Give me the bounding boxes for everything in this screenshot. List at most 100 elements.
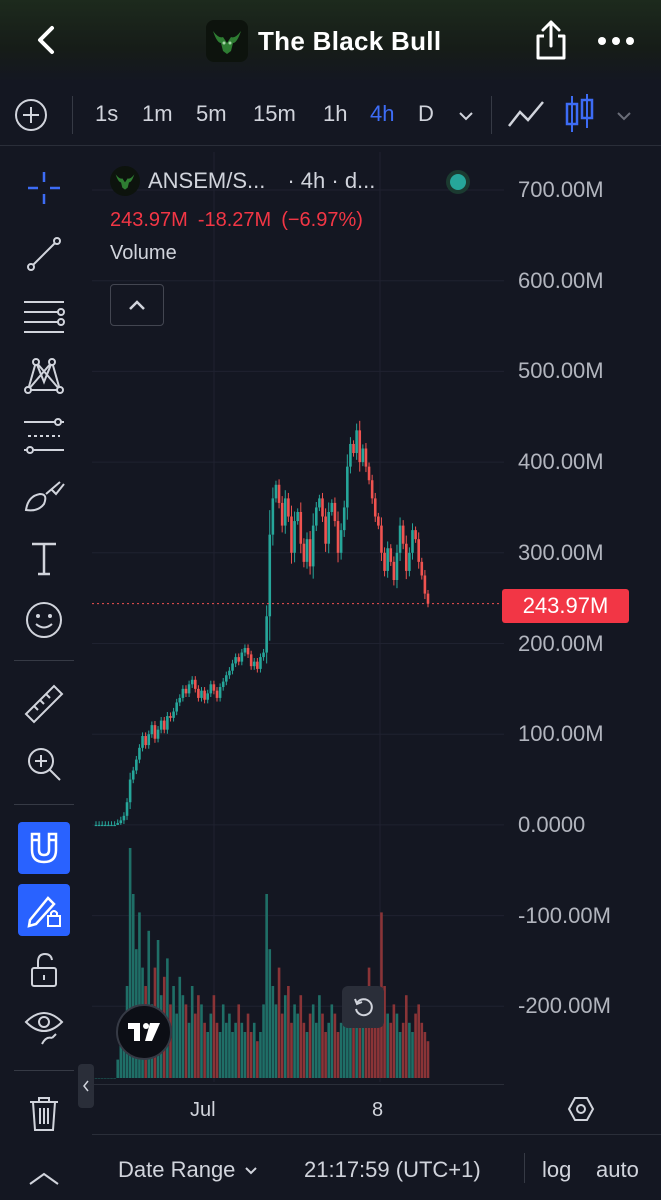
volume-bar (249, 1032, 253, 1078)
candle-body (203, 690, 206, 700)
timeframe-1h[interactable]: 1h (323, 101, 348, 126)
share-button[interactable] (530, 18, 572, 62)
candle-body (256, 661, 259, 669)
candle-body (308, 539, 312, 567)
more-button[interactable] (596, 26, 636, 56)
text-tool[interactable] (18, 532, 70, 584)
volume-bar (305, 1032, 309, 1078)
volume-bar (373, 1004, 377, 1078)
price-label: 700.00M (518, 177, 604, 202)
volume-bar (414, 1013, 417, 1078)
chart-settings-button[interactable] (566, 1094, 596, 1124)
drawing-toolbar (0, 148, 88, 1200)
volume-bar (131, 894, 135, 1078)
candle-body (404, 543, 408, 571)
auto-scale-toggle[interactable]: auto (596, 1157, 639, 1182)
candle-body (364, 448, 368, 467)
back-button[interactable] (26, 20, 66, 60)
candles-style-icon[interactable] (562, 92, 596, 136)
add-indicator-button[interactable] (14, 98, 48, 132)
crosshair-tool[interactable] (18, 162, 70, 214)
candle-body (197, 688, 200, 698)
chevron-down-icon (459, 112, 473, 121)
volume-bar (200, 1004, 203, 1078)
reset-chart-button[interactable] (342, 986, 384, 1028)
log-scale-toggle[interactable]: log (542, 1157, 572, 1182)
candle-body (358, 430, 362, 463)
ruler-icon (24, 684, 64, 724)
collapse-legend-button[interactable] (110, 284, 164, 326)
candle-body (426, 593, 430, 604)
volume-indicator-label[interactable]: Volume (110, 242, 177, 264)
trend-line-tool[interactable] (18, 228, 70, 280)
volume-bar (169, 1004, 172, 1078)
magnet-icon (30, 832, 58, 864)
candle-body (352, 443, 355, 454)
candle-body (355, 430, 358, 454)
bottom-divider (524, 1153, 525, 1183)
magnet-mode-toggle[interactable] (18, 822, 70, 874)
candle-body (290, 516, 293, 553)
more-horizontal-icon (598, 37, 634, 45)
hide-drawings-toggle[interactable] (18, 1000, 70, 1052)
volume-bar (349, 1013, 352, 1078)
price-change-row: 243.97M -18.27M (−6.97%) (110, 202, 500, 238)
candle-body (169, 716, 172, 718)
emoji-tool[interactable] (18, 594, 70, 646)
timeframe-d[interactable]: D (418, 101, 434, 126)
chart-canvas[interactable] (92, 152, 504, 1082)
ruler-tool[interactable] (18, 678, 70, 730)
object-tree-button[interactable] (18, 1166, 70, 1200)
candle-body (231, 663, 234, 671)
candle-body (268, 534, 272, 617)
candle-body (314, 507, 318, 526)
price-scale[interactable]: 700.00M 600.00M 500.00M 400.00M 300.00M 200.0… (504, 152, 661, 1082)
market-status-indicator[interactable] (446, 170, 470, 194)
timeframe-1s[interactable]: 1s (95, 101, 119, 126)
volume-bar (104, 1078, 107, 1079)
candle-body (333, 502, 337, 522)
candle-body (283, 498, 287, 526)
collapse-toolbar-button[interactable] (78, 1064, 94, 1108)
candle-body (265, 616, 268, 653)
candle-body (423, 575, 427, 594)
volume-bar (184, 1004, 188, 1078)
volume-bar (277, 967, 281, 1078)
fib-retracement-tool[interactable] (18, 290, 70, 342)
timezone-clock[interactable]: 21:17:59 (UTC+1) (304, 1157, 481, 1182)
remove-drawings-button[interactable] (18, 1088, 70, 1140)
date-range-button[interactable]: Date Range (118, 1157, 259, 1183)
volume-bar (336, 1032, 340, 1078)
timeframe-15m[interactable]: 15m (253, 101, 296, 126)
candle-body (293, 521, 296, 553)
timeframe-4h[interactable]: 4h (370, 101, 395, 126)
tradingview-logo[interactable] (116, 1004, 172, 1060)
zoom-tool[interactable] (18, 738, 70, 790)
candle-body (262, 652, 265, 658)
candle-body (156, 729, 160, 739)
brush-tool[interactable] (18, 470, 70, 522)
timeframe-1m[interactable]: 1m (142, 101, 173, 126)
candle-body (135, 759, 138, 771)
candle-body (305, 539, 309, 562)
candle-body (104, 824, 107, 827)
timeframe-dropdown[interactable] (456, 106, 476, 126)
candle-body (398, 525, 402, 553)
volume-bar (401, 1022, 405, 1078)
forecasting-icon (24, 418, 64, 454)
volume-bar (377, 1013, 380, 1078)
chart-style-dropdown-icon[interactable] (614, 106, 634, 126)
timeframe-5m[interactable]: 5m (196, 101, 227, 126)
volume-bar (113, 1078, 116, 1079)
tool-divider (14, 804, 74, 805)
bottom-toolbar: Date Range 21:17:59 (UTC+1) log auto (92, 1134, 661, 1200)
forecast-tool[interactable] (18, 410, 70, 462)
candle-body (280, 502, 284, 526)
symbol-name[interactable]: ANSEM/S... (148, 168, 266, 193)
pattern-tool[interactable] (18, 350, 70, 402)
volume-bar (290, 1022, 293, 1078)
line-chart-style-icon[interactable] (506, 96, 546, 132)
time-scale[interactable]: Jul 8 (92, 1084, 504, 1134)
stay-in-drawing-toggle[interactable] (18, 884, 70, 936)
lock-drawings-toggle[interactable] (18, 944, 70, 996)
